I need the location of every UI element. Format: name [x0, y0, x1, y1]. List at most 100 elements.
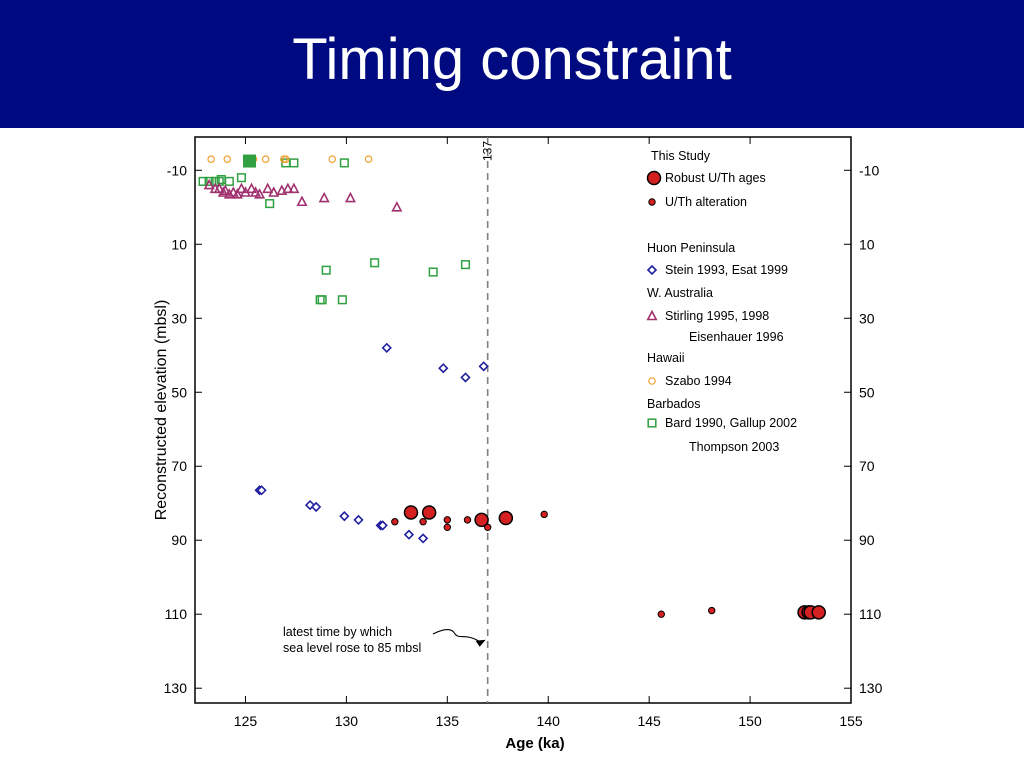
- y-tick-label-right: 10: [859, 236, 875, 252]
- y-tick-label-right: 70: [859, 458, 875, 474]
- robust-point: [421, 505, 437, 520]
- barbados-point: [315, 295, 325, 305]
- altered-point: [443, 516, 452, 524]
- hawaii-point: [223, 155, 232, 163]
- x-tick-label: 135: [436, 713, 460, 729]
- x-tick-label: 125: [234, 713, 258, 729]
- waus-point: [282, 182, 294, 194]
- waus-point: [223, 188, 235, 199]
- waus-point: [217, 186, 229, 197]
- waus-point: [203, 178, 215, 190]
- barbados-point: [339, 158, 349, 168]
- hawaii-point: [364, 155, 373, 163]
- legend-header: This Study: [651, 149, 711, 163]
- series-altered: [391, 510, 716, 618]
- y-tick-label-left: 130: [164, 680, 188, 696]
- huon-point: [417, 533, 429, 544]
- annotation-text: sea level rose to 85 mbsl: [283, 641, 421, 655]
- y-tick-label-left: 10: [171, 236, 187, 252]
- barbados-point: [337, 295, 347, 305]
- robust-point: [474, 512, 489, 528]
- series-huon: [254, 342, 489, 544]
- barbados-point: [265, 199, 275, 209]
- legend-item-label: Szabo 1994: [665, 374, 732, 388]
- y-tick-label-left: 30: [171, 310, 187, 326]
- legend-marker-huon: [646, 264, 658, 276]
- x-tick-label: 130: [335, 713, 359, 729]
- barbados-point: [204, 176, 214, 186]
- legend-header: Huon Peninsula: [647, 241, 735, 255]
- huon-point: [339, 511, 350, 522]
- altered-point: [391, 518, 399, 526]
- waus-point: [262, 182, 274, 194]
- y-tick-label-right: -10: [859, 162, 879, 178]
- barbados-filled-point: [242, 154, 256, 168]
- legend-sub-label: Eisenhauer 1996: [689, 330, 784, 344]
- annotation-arrow-head: [475, 639, 486, 647]
- altered-point: [708, 606, 716, 615]
- y-tick-label-right: 110: [859, 606, 882, 622]
- legend: This Study Robust U/Th ages U/Th alteratio…: [646, 149, 797, 454]
- legend-marker-barbados: [647, 418, 657, 428]
- robust-point: [811, 605, 826, 620]
- legend-item-label: Robust U/Th ages: [665, 171, 766, 185]
- x-tick-label: 155: [839, 713, 863, 729]
- series-waus: [203, 178, 403, 212]
- legend-marker-altered: [648, 198, 656, 206]
- y-tick-label-right: 50: [859, 384, 875, 400]
- huon-point: [353, 514, 364, 526]
- barbados-point: [198, 176, 208, 186]
- y-tick-label-left: 90: [171, 532, 187, 548]
- series-robust: [403, 505, 826, 620]
- legend-header: Barbados: [647, 397, 701, 411]
- annotation-arrow-line: [432, 628, 482, 644]
- waus-point: [268, 186, 280, 197]
- huon-point: [460, 372, 471, 383]
- slide-title: Timing constraint: [292, 27, 732, 92]
- waus-point: [231, 188, 243, 199]
- huon-point: [256, 485, 267, 496]
- altered-point: [419, 518, 427, 526]
- y-tick-label-left: 50: [171, 384, 187, 400]
- annotation-text: latest time by which: [283, 625, 392, 639]
- huon-point: [438, 363, 449, 374]
- altered-point: [657, 610, 665, 618]
- altered-point: [483, 523, 492, 531]
- hawaii-point: [261, 155, 270, 163]
- huon-point: [478, 361, 489, 372]
- y-tick-label-right: 130: [859, 680, 883, 696]
- legend-item-label: Stirling 1995, 1998: [665, 309, 769, 323]
- waus-point: [219, 184, 231, 195]
- barbados-point: [236, 173, 246, 183]
- legend-item-label: U/Th alteration: [665, 195, 747, 209]
- waus-point: [288, 182, 300, 194]
- legend-marker-robust: [646, 170, 662, 186]
- legend-sub-label: Thompson 2003: [689, 440, 779, 454]
- x-tick-label: 140: [537, 713, 561, 729]
- waus-point: [344, 191, 356, 203]
- series-hawaii: [207, 155, 373, 163]
- huon-point: [403, 529, 415, 540]
- waus-point: [235, 182, 247, 194]
- barbados-point: [370, 258, 380, 268]
- legend-item-label: Bard 1990, Gallup 2002: [665, 416, 797, 430]
- waus-point: [254, 188, 266, 199]
- legend-header: Hawaii: [647, 351, 685, 365]
- barbados-point: [289, 158, 299, 168]
- barbados-point: [321, 265, 331, 275]
- hawaii-point: [207, 155, 215, 163]
- data-points: [198, 154, 826, 620]
- barbados-point: [428, 267, 438, 277]
- series-barbados-filled: [242, 154, 256, 168]
- hawaii-point: [282, 155, 290, 163]
- altered-point: [463, 516, 472, 524]
- y-tick-label-left: -10: [167, 162, 187, 178]
- waus-point: [318, 191, 330, 203]
- waus-point: [391, 201, 403, 212]
- y-axis-label: Reconstructed elevation (mbsl): [153, 300, 170, 521]
- altered-point: [443, 523, 452, 531]
- plot-frame: [194, 136, 852, 704]
- legend-header: W. Australia: [647, 286, 713, 300]
- x-tick-label: 145: [637, 713, 661, 729]
- title-bar: [0, 0, 1024, 128]
